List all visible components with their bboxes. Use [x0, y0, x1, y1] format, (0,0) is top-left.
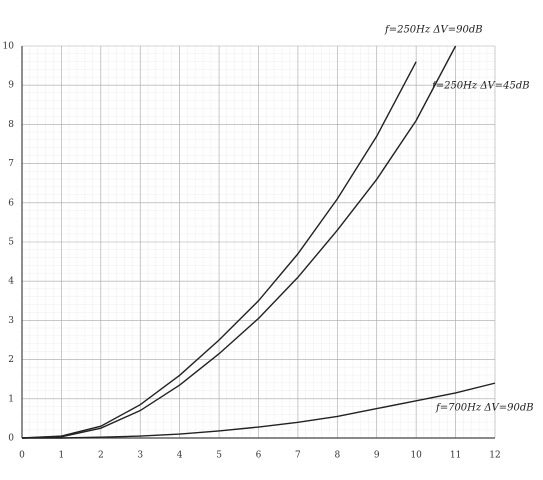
x-tick-label: 5 [216, 451, 222, 461]
x-tick-label: 2 [98, 451, 104, 461]
y-tick-label: 6 [8, 198, 14, 208]
series-label: f=250Hz ΔV=90dB [384, 25, 483, 36]
x-tick-label: 11 [450, 451, 461, 461]
y-tick-label: 3 [8, 316, 14, 326]
x-tick-label: 3 [137, 451, 143, 461]
x-tick-label: 7 [295, 451, 301, 461]
x-tick-label: 4 [177, 451, 183, 461]
x-tick-label: 10 [410, 451, 422, 461]
curve [22, 382, 496, 439]
x-tick-label: 6 [256, 451, 262, 461]
y-tick-label: 9 [8, 81, 14, 91]
x-tick-label: 12 [489, 451, 500, 461]
x-tick-label: 0 [19, 451, 25, 461]
y-tick-label: 7 [8, 159, 14, 169]
series-label: f=700Hz ΔV=90dB [435, 403, 534, 414]
y-tick-label: 10 [3, 42, 15, 52]
x-tick-label: 9 [374, 451, 380, 461]
y-tick-label: 8 [8, 120, 14, 130]
y-tick-label: 0 [8, 434, 14, 444]
x-tick-label: 1 [59, 451, 65, 461]
series-label: f=250Hz ΔV=45dB [431, 81, 530, 92]
y-tick-label: 4 [8, 277, 14, 287]
curve [21, 61, 417, 439]
y-tick-label: 5 [8, 238, 14, 248]
y-tick-label: 1 [8, 394, 14, 404]
y-tick-label: 2 [8, 355, 14, 365]
curve [21, 45, 457, 439]
x-tick-label: 8 [334, 451, 340, 461]
